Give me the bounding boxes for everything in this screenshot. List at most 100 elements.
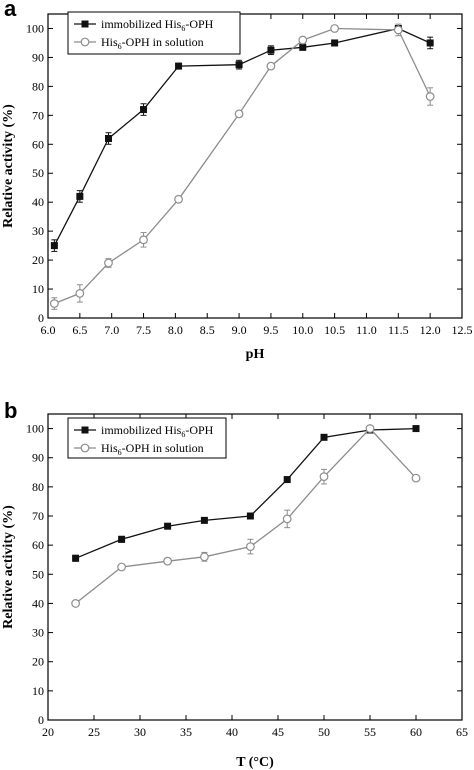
data-point: [163, 556, 173, 566]
x-tick-label: 45: [272, 725, 284, 739]
x-axis-title: T (°C): [236, 755, 274, 770]
legend-marker: [81, 426, 89, 434]
data-point: [320, 433, 328, 441]
y-axis-title: Relative activity (%): [1, 505, 16, 629]
legend-marker: [80, 37, 90, 47]
series-immobilized: [72, 425, 420, 562]
data-point: [245, 542, 255, 551]
data-point: [139, 235, 148, 245]
y-tick-label: 80: [32, 79, 44, 93]
legend-box: [67, 11, 241, 55]
x-tick-label: 12.5: [452, 323, 473, 337]
series-solution: [71, 424, 421, 608]
y-tick-label: 70: [32, 108, 44, 122]
legend-marker: [81, 20, 89, 28]
plot-frame: [47, 413, 463, 721]
data-point: [298, 35, 308, 45]
x-tick-label: 25: [88, 725, 100, 739]
data-point: [282, 514, 292, 524]
y-tick-label: 10: [32, 684, 44, 698]
panel-label: b: [4, 398, 17, 423]
data-point: [331, 39, 339, 47]
chart-panel-b: b 0 10 20 30 40 50 60 70 80 90 100 20 25 30 35 40 45 50 55 6…: [1, 398, 468, 770]
legend-label: immobilized His6-OPH: [101, 17, 214, 33]
data-point: [117, 562, 126, 572]
y-tick-label: 40: [32, 195, 44, 209]
x-tick-label: 20: [42, 725, 54, 739]
legend-label: immobilized His6-OPH: [101, 423, 214, 439]
data-point: [235, 61, 243, 69]
legend-box: [67, 417, 227, 459]
x-tick-label: 10.0: [292, 323, 313, 337]
series-solution: [49, 23, 435, 310]
data-point: [330, 24, 340, 33]
data-point: [140, 106, 148, 114]
y-tick-label: 80: [32, 480, 44, 494]
data-point: [246, 512, 254, 520]
data-point: [164, 522, 172, 530]
data-point: [234, 109, 244, 119]
y-tick-label: 90: [32, 451, 44, 465]
x-tick-label: 30: [134, 725, 146, 739]
data-point: [175, 62, 183, 70]
x-tick-label: 7.0: [104, 323, 119, 337]
chart-panel-a: a 0 10 20 30 40 50 60 70 80 90 100 6.0 6.5 7.0 7.5 8.0 8.…: [1, 0, 473, 362]
x-tick-label: 10.5: [324, 323, 345, 337]
legend-label: His6-OPH in solution: [101, 441, 204, 457]
y-tick-label: 90: [32, 50, 44, 64]
x-tick-label: 6.5: [72, 323, 87, 337]
y-tick-label: 100: [26, 422, 44, 436]
x-tick-label: 40: [226, 725, 238, 739]
x-tick-label: 6.0: [41, 323, 56, 337]
data-point: [199, 552, 209, 562]
series-immobilized: [50, 24, 434, 252]
y-tick-label: 0: [38, 311, 44, 325]
x-tick-label: 8.5: [200, 323, 215, 337]
data-point: [50, 242, 58, 250]
data-point: [411, 473, 421, 483]
data-point: [76, 192, 84, 200]
data-point: [72, 554, 80, 562]
x-tick-label: 11.0: [356, 323, 377, 337]
x-tick-label: 12.0: [420, 323, 441, 337]
data-point: [174, 194, 183, 204]
data-point: [200, 516, 208, 524]
y-tick-label: 10: [32, 282, 44, 296]
x-tick-label: 55: [364, 725, 376, 739]
y-tick-label: 30: [32, 626, 44, 640]
x-tick-label: 9.5: [263, 323, 278, 337]
y-tick-label: 0: [38, 713, 44, 727]
x-tick-label: 9.0: [232, 323, 247, 337]
data-point: [71, 599, 80, 608]
data-point: [105, 134, 113, 142]
data-point: [49, 299, 59, 308]
data-point: [266, 61, 276, 71]
data-point: [104, 258, 113, 268]
x-tick-label: 50: [318, 725, 330, 739]
legend: immobilized His6-OPH His6-OPH in solution: [67, 417, 227, 459]
y-tick-label: 20: [32, 253, 44, 267]
data-point: [319, 472, 329, 482]
y-tick-label: 30: [32, 224, 44, 238]
x-tick-label: 60: [410, 725, 422, 739]
y-tick-label: 40: [32, 596, 44, 610]
y-tick-label: 20: [32, 655, 44, 669]
data-point: [75, 288, 85, 298]
data-point: [267, 46, 275, 54]
x-tick-label: 35: [180, 725, 192, 739]
plot-frame: [47, 13, 463, 319]
x-tick-label: 8.0: [168, 323, 183, 337]
legend: immobilized His6-OPH His6-OPH in solution: [67, 11, 241, 55]
y-tick-label: 100: [26, 21, 44, 35]
legend-label: His6-OPH in solution: [101, 35, 204, 51]
data-point: [412, 425, 420, 433]
y-tick-label: 50: [32, 567, 44, 581]
y-tick-label: 70: [32, 509, 44, 523]
data-point: [283, 476, 291, 484]
y-tick-label: 50: [32, 166, 44, 180]
y-axis-title: Relative activity (%): [1, 104, 16, 228]
data-point: [118, 535, 126, 543]
y-tick-label: 60: [32, 137, 44, 151]
y-tick-label: 60: [32, 538, 44, 552]
